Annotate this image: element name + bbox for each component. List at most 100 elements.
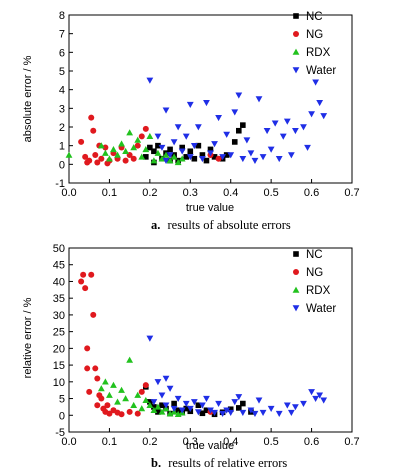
data-point-nc: [191, 155, 198, 162]
data-point-water: [308, 389, 315, 396]
data-point-water: [174, 124, 182, 131]
data-point-nc: [187, 148, 194, 155]
x-tick-label: 0.0: [61, 436, 76, 448]
y-tick-label: 2: [59, 122, 65, 134]
caption: b. results of relative errors: [151, 456, 287, 470]
data-point-water: [215, 400, 222, 407]
data-point-water: [207, 150, 214, 157]
data-point-nc: [207, 146, 214, 153]
data-point-water: [199, 156, 206, 163]
data-point-nc: [159, 402, 165, 409]
x-tick-label: 0.0: [61, 187, 76, 199]
data-point-water: [194, 124, 202, 131]
data-point-rdx: [154, 403, 162, 410]
data-point-rdx: [158, 155, 166, 162]
data-point-water: [235, 92, 243, 99]
data-point-water: [186, 154, 194, 161]
data-point-rdx: [174, 159, 182, 166]
y-tick-label: 30: [53, 310, 65, 322]
data-point-nc: [236, 405, 242, 411]
y-tick-label: 5: [59, 394, 65, 406]
data-point-water: [162, 375, 170, 382]
data-point-water: [251, 157, 259, 164]
data-point-ng: [88, 271, 95, 278]
data-point-rdx: [138, 153, 146, 160]
data-point-nc: [195, 142, 202, 149]
data-point-rdx: [138, 405, 146, 412]
y-tick-label: 20: [53, 343, 65, 355]
x-tick-label: 0.1: [102, 436, 117, 448]
data-point-ng: [82, 285, 89, 292]
data-point-rdx: [154, 149, 162, 156]
data-point-water: [203, 100, 210, 107]
data-point-water: [255, 397, 263, 404]
data-point-nc: [171, 400, 177, 407]
data-point-water: [182, 133, 190, 140]
data-point-ng: [94, 375, 101, 382]
data-point-nc: [231, 139, 238, 145]
data-point-rdx: [118, 386, 125, 393]
legend-marker-ng: [293, 269, 299, 275]
caption-letter: a.: [151, 218, 160, 232]
data-point-water: [162, 107, 170, 114]
x-tick-label: 0.4: [223, 436, 238, 448]
legend-marker-water: [292, 305, 300, 312]
data-point-rdx: [142, 146, 150, 153]
y-tick-label: 40: [53, 276, 65, 288]
data-point-rdx: [146, 401, 154, 408]
data-point-ng: [94, 159, 101, 166]
data-point-water: [231, 109, 239, 116]
data-point-water: [259, 409, 267, 416]
caption-text: results of absolute errors: [168, 218, 291, 232]
x-tick-label: 0.5: [263, 436, 278, 448]
y-tick-label: 25: [53, 327, 65, 339]
chart-relative-errors: 0.0 0.1 0.2 0.3 0.4 0.5 0.6 0.7 -5 0 5 10 15 20 25 30 3…: [22, 243, 360, 470]
data-point-rdx: [174, 410, 182, 417]
data-point-rdx: [166, 410, 174, 417]
data-point-water: [312, 79, 320, 86]
data-point-water: [170, 405, 178, 412]
data-point-rdx: [162, 151, 170, 158]
data-point-water: [223, 131, 231, 138]
data-point-water: [259, 154, 267, 161]
data-point-water: [174, 395, 182, 402]
data-point-rdx: [97, 142, 105, 149]
data-point-water: [150, 399, 158, 406]
x-tick-label: 0.6: [304, 187, 319, 199]
data-point-water: [146, 335, 154, 342]
x-tick-label: 0.3: [183, 187, 198, 199]
data-point-ng: [78, 278, 85, 285]
data-point-rdx: [158, 408, 166, 415]
data-point-nc: [199, 410, 206, 417]
y-tick-label: 10: [53, 377, 65, 389]
y-axis-label: relative error / %: [22, 297, 34, 378]
data-point-water: [279, 133, 287, 140]
data-point-rdx: [130, 401, 138, 408]
data-point-nc: [240, 122, 246, 128]
caption-text: results of relative errors: [168, 456, 287, 470]
data-point-nc: [183, 154, 190, 160]
data-point-nc: [211, 154, 218, 160]
data-point-water: [146, 77, 154, 84]
data-point-water: [158, 144, 166, 151]
x-axis-ticks: 0.0 0.1 0.2 0.3 0.4 0.5 0.6 0.7: [61, 428, 360, 448]
chart-absolute-errors: 0.0 0.1 0.2 0.3 0.4 0.5 0.6 0.7 -1 0 1 2 3 4 5 6 7 8 tru…: [22, 10, 360, 232]
data-point-ng: [130, 155, 137, 162]
y-tick-label: 15: [53, 360, 65, 372]
data-point-water: [283, 402, 291, 409]
data-point-water: [227, 152, 235, 159]
data-point-ng: [102, 144, 109, 151]
data-point-water: [162, 402, 170, 409]
data-point-rdx: [122, 395, 129, 402]
data-point-water: [267, 146, 275, 153]
y-tick-label: 35: [53, 293, 65, 305]
data-point-water: [320, 397, 328, 404]
data-point-rdx: [101, 149, 109, 156]
data-point-water: [203, 395, 210, 402]
x-tick-label: 0.2: [142, 187, 157, 199]
plot-area-border: [68, 14, 353, 184]
data-point-rdx: [114, 151, 121, 158]
legend-label-nc: NC: [306, 11, 323, 23]
data-point-rdx: [150, 157, 158, 164]
data-point-nc: [151, 148, 157, 155]
